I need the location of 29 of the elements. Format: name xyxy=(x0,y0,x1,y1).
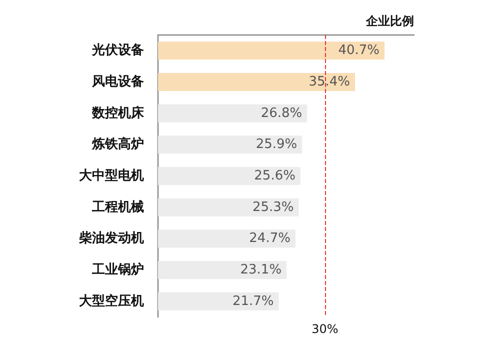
y-tick-label: 数控机床 xyxy=(91,104,145,121)
data-label: 35.4% xyxy=(308,74,350,90)
bar xyxy=(158,292,279,310)
y-tick-label: 光伏设备 xyxy=(91,43,144,58)
y-tick-label: 柴油发动机 xyxy=(78,230,144,246)
ref-line-label: 30% xyxy=(312,322,338,336)
y-tick-label: 大中型电机 xyxy=(79,168,144,184)
bar xyxy=(158,198,299,216)
y-tick-label: 风电设备 xyxy=(91,74,144,90)
data-label: 23.1% xyxy=(240,262,282,278)
data-label: 25.9% xyxy=(256,137,298,152)
data-label: 40.7% xyxy=(338,43,380,58)
y-tick-label: 工业锅炉 xyxy=(91,262,144,278)
bar xyxy=(158,73,356,91)
bar xyxy=(158,167,300,185)
bar xyxy=(158,104,308,122)
bar xyxy=(158,230,296,248)
y-tick-label: 炼铁高炉 xyxy=(91,136,144,152)
y-tick-label: 大型空压机 xyxy=(79,292,144,309)
data-label: 25.3% xyxy=(252,200,294,215)
x-axis-title: 企业比例 xyxy=(365,14,414,28)
bar xyxy=(158,42,385,60)
data-label: 25.6% xyxy=(254,168,296,184)
bar xyxy=(158,261,287,279)
data-label: 26.8% xyxy=(260,106,302,121)
y-tick-label: 工程机械 xyxy=(91,200,144,215)
bar xyxy=(158,136,302,154)
data-label: 24.7% xyxy=(249,231,290,246)
data-label: 21.7% xyxy=(232,294,274,309)
